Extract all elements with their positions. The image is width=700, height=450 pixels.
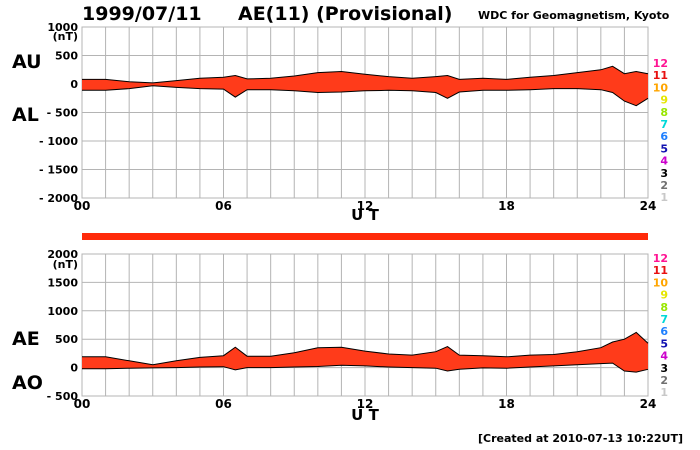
y-tick-label: 2000 [47, 248, 78, 261]
plot-frame [81, 253, 649, 397]
x-tick-label: 18 [498, 199, 515, 213]
legend-level: 4 [660, 155, 668, 168]
x-tick-label: 00 [74, 199, 91, 213]
data-coverage-bar [82, 233, 648, 240]
legend-level: 1 [660, 191, 668, 204]
x-tick-label: 18 [498, 397, 515, 411]
x-tick-label: 12 [357, 199, 374, 213]
y-tick-label: 500 [55, 333, 78, 346]
series-line-ao [82, 362, 649, 373]
legend-level: 9 [660, 94, 668, 107]
y-tick-label: - 500 [47, 107, 79, 120]
x-tick-label: 24 [640, 397, 657, 411]
created-timestamp: [Created at 2010-07-13 10:22UT] [478, 432, 684, 445]
series-line-ae [82, 331, 649, 366]
legend-level: 5 [660, 337, 668, 350]
au-label: AU [12, 51, 42, 73]
y-tick-label: - 1000 [39, 135, 78, 148]
y-axis-label: (nT) [53, 258, 78, 271]
legend-level: 9 [660, 289, 668, 302]
legend-level: 6 [660, 130, 668, 143]
series-line-al [82, 85, 649, 107]
legend-level: 2 [660, 374, 668, 387]
legend-level: 10 [653, 276, 669, 289]
y-tick-label: - 2000 [39, 192, 78, 205]
y-tick-label: 0 [70, 78, 78, 91]
legend-level: 7 [660, 118, 668, 131]
x-tick-label: 12 [357, 397, 374, 411]
y-tick-label: 500 [55, 50, 78, 63]
legend-level: 2 [660, 179, 668, 192]
y-tick-label: 1000 [47, 21, 78, 34]
legend-level: 1 [660, 386, 668, 399]
chart-date: 1999/07/11 [82, 3, 202, 25]
y-tick-label: 0 [70, 362, 78, 375]
y-tick-label: - 500 [47, 390, 79, 403]
x-tick-label: 06 [215, 397, 232, 411]
y-tick-label: 1000 [47, 305, 78, 318]
y-tick-label: - 1500 [39, 164, 78, 177]
legend-level: 8 [660, 301, 668, 314]
x-tick-label: 06 [215, 199, 232, 213]
legend-level: 3 [660, 167, 668, 180]
x-axis-label: U T [351, 406, 379, 424]
legend-level: 11 [653, 264, 668, 277]
legend-level: 12 [653, 252, 668, 265]
ae-label: AE [12, 328, 40, 350]
legend-level: 12 [653, 57, 668, 70]
legend-level: 5 [660, 142, 668, 155]
x-tick-label: 00 [74, 397, 91, 411]
legend-level: 4 [660, 350, 668, 363]
legend-level: 11 [653, 69, 668, 82]
legend-level: 6 [660, 325, 668, 338]
series-line-au [82, 65, 649, 84]
legend-level: 8 [660, 106, 668, 119]
al-label: AL [12, 104, 39, 126]
legend-level: 10 [653, 81, 669, 94]
series-band-au-al [82, 66, 648, 106]
series-band-ae-ao [82, 332, 648, 373]
y-axis-label: (nT) [53, 30, 78, 43]
y-tick-label: 1500 [47, 276, 78, 289]
chart-title: AE(11) (Provisional) [238, 3, 453, 25]
ao-label: AO [12, 372, 43, 394]
source-label: WDC for Geomagnetism, Kyoto [478, 9, 670, 22]
legend-level: 3 [660, 362, 668, 375]
plot-frame [81, 26, 649, 199]
x-tick-label: 24 [640, 199, 657, 213]
x-axis-label: U T [351, 206, 379, 224]
legend-level: 7 [660, 313, 668, 326]
